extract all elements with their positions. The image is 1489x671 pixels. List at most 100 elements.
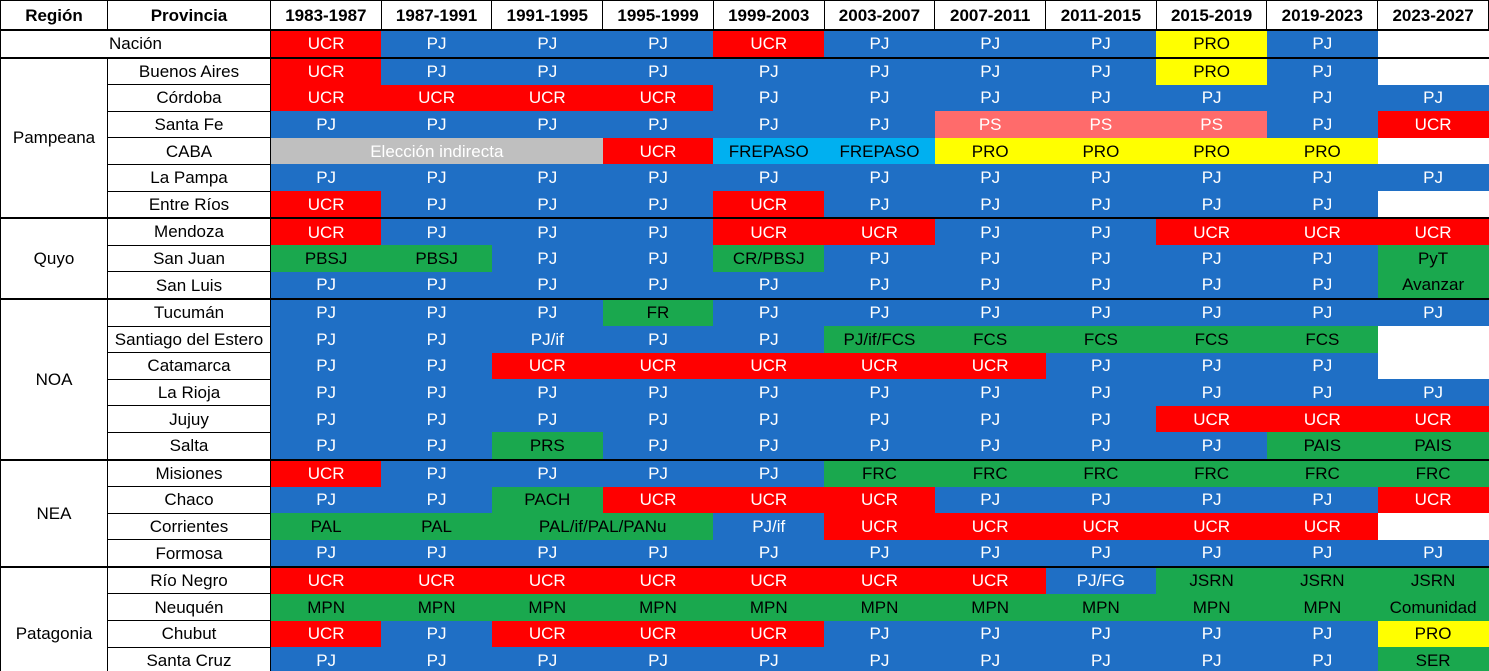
party-cell: PJ bbox=[270, 352, 382, 380]
party-cell: PJ bbox=[1045, 486, 1157, 514]
party-cell: PJ bbox=[1156, 245, 1267, 272]
party-cell: PS bbox=[1045, 111, 1157, 138]
party-cell: PJ bbox=[491, 164, 603, 192]
region-label: Quyo bbox=[0, 217, 108, 300]
party-cell: PJ bbox=[713, 405, 825, 433]
party-cell: UCR bbox=[270, 56, 382, 85]
province-label: Santiago del Estero bbox=[107, 325, 271, 354]
party-cell: UCR bbox=[270, 565, 382, 594]
party-cell: PJ bbox=[381, 432, 492, 460]
party-cell: MPN bbox=[491, 593, 603, 621]
party-cell: PJ bbox=[824, 297, 935, 327]
province-label: Entre Ríos bbox=[107, 190, 271, 219]
column-header: 2019-2023 bbox=[1266, 0, 1379, 31]
party-cell: PJ bbox=[824, 245, 935, 272]
region-label: NOA bbox=[0, 297, 108, 460]
party-cell: UCR bbox=[824, 486, 935, 514]
party-cell: UCR bbox=[270, 29, 382, 58]
party-cell bbox=[1377, 352, 1489, 380]
party-cell: UCR bbox=[934, 513, 1046, 540]
party-cell: PJ bbox=[602, 271, 714, 299]
province-label: Chaco bbox=[107, 486, 271, 514]
party-cell: FRC bbox=[824, 458, 935, 487]
party-cell: PAL bbox=[381, 513, 492, 540]
party-cell: PJ bbox=[381, 379, 492, 406]
party-cell: PRO bbox=[1377, 620, 1489, 648]
province-label: La Pampa bbox=[107, 163, 271, 192]
party-cell: PJ bbox=[270, 432, 382, 460]
party-cell: UCR bbox=[713, 29, 825, 58]
party-cell: PJ bbox=[1266, 379, 1378, 406]
party-cell: UCR bbox=[1266, 513, 1378, 540]
party-cell: UCR bbox=[713, 352, 825, 380]
party-cell: PJ bbox=[1266, 111, 1378, 138]
party-cell: UCR bbox=[381, 565, 492, 594]
party-cell: PJ bbox=[934, 432, 1046, 460]
party-cell: PJ bbox=[491, 29, 603, 58]
province-label: Catamarca bbox=[107, 352, 271, 380]
party-cell: PJ bbox=[602, 217, 714, 246]
party-cell: PJ bbox=[602, 56, 714, 85]
party-cell: PJ bbox=[1045, 29, 1157, 58]
province-label: La Rioja bbox=[107, 378, 271, 407]
party-cell: PJ bbox=[1045, 620, 1157, 648]
party-cell: PJ bbox=[270, 647, 382, 671]
party-cell: PJ bbox=[602, 111, 714, 138]
party-cell: PJ bbox=[1045, 271, 1157, 299]
party-cell: PJ bbox=[602, 379, 714, 406]
party-cell: PJ/if bbox=[491, 326, 603, 353]
party-cell: FCS bbox=[934, 326, 1046, 353]
party-cell: PJ bbox=[491, 217, 603, 246]
party-cell: PJ bbox=[602, 458, 714, 487]
party-cell: PJ bbox=[713, 432, 825, 460]
party-cell: FREPASO bbox=[824, 137, 935, 165]
province-label: Salta bbox=[107, 431, 271, 461]
party-cell: PJ bbox=[1156, 647, 1267, 671]
party-cell: JSRN bbox=[1377, 565, 1489, 594]
party-cell: PJ bbox=[491, 405, 603, 433]
party-cell: PJ bbox=[713, 379, 825, 406]
party-cell: PJ bbox=[381, 111, 492, 138]
party-cell: UCR bbox=[602, 565, 714, 594]
province-label: San Juan bbox=[107, 244, 271, 273]
column-header: 2023-2027 bbox=[1377, 0, 1489, 31]
party-cell: PJ bbox=[270, 486, 382, 514]
party-cell: PRO bbox=[1156, 137, 1267, 165]
table-body: Nación UCR PJ PJ PJ UCR PJ PJ PJ PRO PJ Pampeana Bue… bbox=[0, 29, 1489, 671]
province-row: Catamarca PJ PJ UCR UCR UCR UCR UCR PJ PJ PJ bbox=[1, 352, 1489, 380]
province-row: Corrientes PAL PAL PAL/if/PAL/PANu PJ/if UCR U… bbox=[1, 512, 1489, 541]
party-cell: PJ bbox=[602, 29, 714, 58]
party-cell: PJ bbox=[1045, 164, 1157, 192]
province-row: La Rioja PJ PJ PJ PJ PJ PJ PJ PJ PJ PJ PJ bbox=[1, 378, 1489, 407]
party-cell: UCR bbox=[270, 458, 382, 487]
party-cell: PJ bbox=[713, 297, 825, 327]
party-cell: PJ bbox=[1045, 539, 1157, 567]
party-cell: PJ bbox=[381, 486, 492, 514]
party-cell: PJ bbox=[824, 29, 935, 58]
party-cell: UCR bbox=[1377, 405, 1489, 433]
party-cell: PAIS bbox=[1266, 432, 1378, 460]
column-header: Región bbox=[0, 0, 108, 31]
party-cell: MPN bbox=[1266, 593, 1378, 621]
party-cell: PJ bbox=[934, 379, 1046, 406]
party-cell: PJ bbox=[934, 29, 1046, 58]
party-cell bbox=[1377, 56, 1489, 85]
party-cell: FCS bbox=[1045, 326, 1157, 353]
party-cell: PJ bbox=[713, 56, 825, 85]
party-cell: JSRN bbox=[1156, 565, 1267, 594]
party-cell: PJ bbox=[381, 191, 492, 219]
province-label: Chubut bbox=[107, 620, 271, 648]
party-cell: PJ bbox=[270, 111, 382, 138]
column-header: 1995-1999 bbox=[602, 0, 714, 31]
region-label: Patagonia bbox=[0, 565, 108, 671]
party-cell: PJ bbox=[1045, 379, 1157, 406]
province-label: Córdoba bbox=[107, 84, 271, 112]
province-row: Formosa PJ PJ PJ PJ PJ PJ PJ PJ PJ PJ PJ bbox=[1, 539, 1489, 568]
party-cell: PJ bbox=[1045, 352, 1157, 380]
party-cell: PJ bbox=[1266, 352, 1378, 380]
party-cell: PJ bbox=[934, 217, 1046, 246]
province-label: Santa Cruz bbox=[107, 646, 271, 671]
party-cell: PJ bbox=[713, 539, 825, 567]
party-cell: PJ bbox=[934, 620, 1046, 648]
party-cell: PJ bbox=[824, 84, 935, 112]
